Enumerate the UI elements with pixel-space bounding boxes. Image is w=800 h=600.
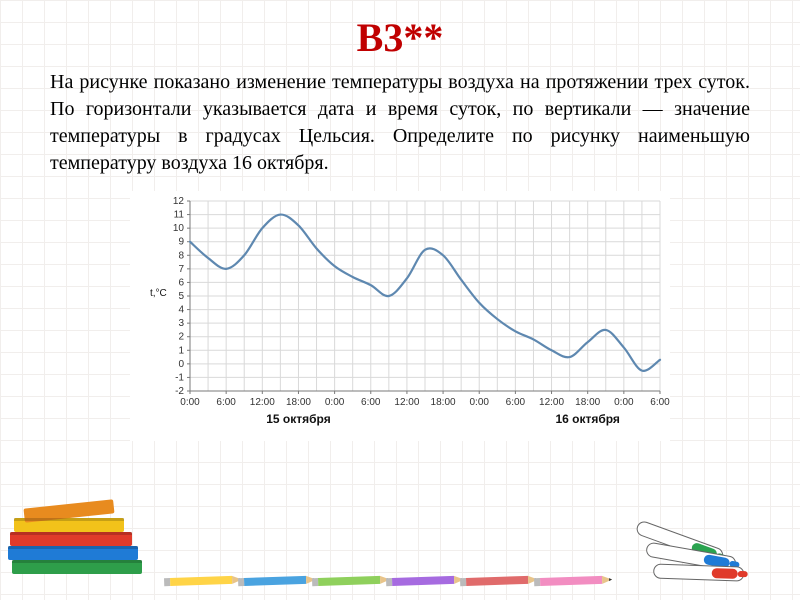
svg-text:12:00: 12:00 — [250, 397, 275, 408]
svg-text:4: 4 — [178, 305, 184, 316]
svg-text:0:00: 0:00 — [325, 397, 345, 408]
svg-text:0: 0 — [178, 359, 184, 370]
problem-text: На рисунке показано изменение температур… — [50, 69, 750, 177]
svg-text:6:00: 6:00 — [361, 397, 381, 408]
svg-text:8: 8 — [178, 250, 184, 261]
svg-text:-1: -1 — [175, 372, 184, 383]
svg-text:12: 12 — [173, 196, 185, 207]
svg-text:9: 9 — [178, 237, 184, 248]
svg-text:6:00: 6:00 — [650, 397, 670, 408]
svg-text:16 октября: 16 октября — [555, 412, 619, 426]
svg-text:18:00: 18:00 — [575, 397, 600, 408]
svg-text:6:00: 6:00 — [506, 397, 526, 408]
svg-text:0:00: 0:00 — [180, 397, 200, 408]
svg-text:12:00: 12:00 — [539, 397, 564, 408]
svg-text:11: 11 — [174, 210, 185, 221]
svg-text:6: 6 — [178, 277, 184, 288]
svg-text:10: 10 — [173, 223, 185, 234]
svg-text:12:00: 12:00 — [394, 397, 419, 408]
svg-text:7: 7 — [178, 264, 184, 275]
svg-text:18:00: 18:00 — [286, 397, 311, 408]
svg-text:5: 5 — [178, 291, 184, 302]
svg-text:-2: -2 — [175, 386, 184, 397]
svg-text:15 октября: 15 октября — [266, 412, 330, 426]
temperature-chart: -2-10123456789101112t,°C0:006:0012:0018:… — [130, 191, 670, 441]
slide-title: В3** — [50, 14, 750, 61]
slide-content: В3** На рисунке показано изменение темпе… — [0, 0, 800, 441]
svg-text:6:00: 6:00 — [216, 397, 236, 408]
svg-text:2: 2 — [178, 332, 184, 343]
svg-text:t,°C: t,°C — [150, 288, 167, 299]
svg-text:0:00: 0:00 — [469, 397, 489, 408]
svg-text:3: 3 — [178, 318, 184, 329]
chart-svg: -2-10123456789101112t,°C0:006:0012:0018:… — [130, 191, 670, 441]
svg-text:18:00: 18:00 — [431, 397, 456, 408]
svg-text:1: 1 — [178, 345, 184, 356]
svg-text:0:00: 0:00 — [614, 397, 634, 408]
